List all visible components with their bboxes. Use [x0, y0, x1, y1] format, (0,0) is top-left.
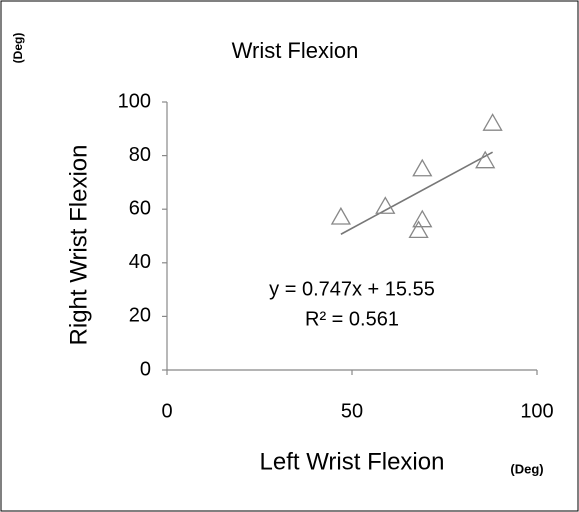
chart-title: Wrist Flexion	[232, 38, 359, 63]
y-unit: (Deg)	[11, 33, 25, 64]
trend-equation: y = 0.747x + 15.55	[269, 278, 435, 300]
y-axis-label: Right Wrist Flexion	[65, 145, 92, 346]
point	[375, 196, 396, 214]
x-tick-label: 0	[161, 400, 172, 422]
y-tick-label: 60	[129, 197, 151, 219]
trendline	[340, 151, 493, 235]
y-tick-label: 20	[129, 305, 151, 327]
y-tick-label: 40	[129, 251, 151, 273]
y-tick-label: 100	[118, 90, 151, 112]
x-tick-label: 100	[520, 400, 553, 422]
x-tick-label: 50	[341, 400, 363, 422]
point	[482, 113, 503, 131]
y-tick-label: 0	[140, 358, 151, 380]
point	[408, 220, 429, 239]
trend-r2: R² = 0.561	[305, 308, 399, 330]
x-unit: (Deg)	[510, 461, 543, 476]
point	[412, 209, 433, 228]
point	[330, 206, 352, 225]
point	[475, 150, 496, 169]
x-axis-label: Left Wrist Flexion	[260, 448, 445, 475]
y-tick-label: 80	[129, 144, 151, 166]
point	[412, 158, 433, 177]
